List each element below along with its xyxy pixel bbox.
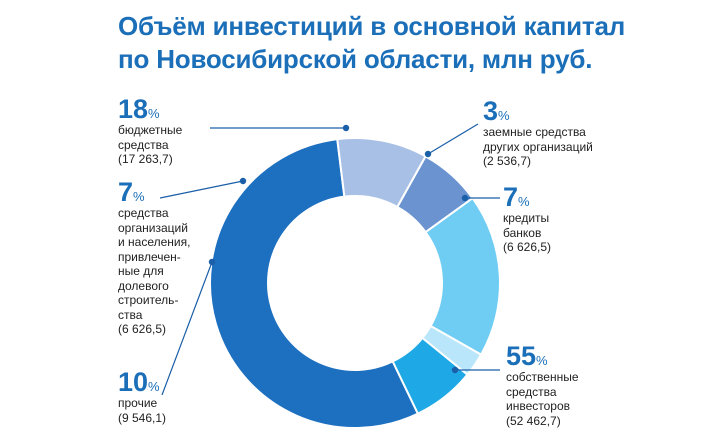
value-borrowed: (2 536,7) bbox=[483, 154, 532, 168]
value-budget: (17 263,7) bbox=[118, 152, 173, 166]
value-other: (9 546,1) bbox=[118, 410, 167, 425]
chart-title-line-2: по Новосибирской области, млн руб. bbox=[118, 44, 593, 74]
percent-budget: 18 bbox=[118, 94, 149, 124]
value-own: (52 462,7) bbox=[506, 413, 561, 428]
percent-bank: 7 bbox=[503, 182, 519, 212]
percent-sign-own: % bbox=[536, 353, 548, 368]
chart-title-line-1: Объём инвестиций в основной капитал bbox=[118, 11, 626, 41]
label-equity-text: средства организаций и населения, привле… bbox=[118, 206, 191, 322]
leader-line-other bbox=[161, 261, 213, 396]
percent-equity: 7 bbox=[118, 177, 134, 207]
label-budget: 18% бюджетные средства (17 263,7) bbox=[118, 95, 182, 167]
percent-borrowed: 3 bbox=[483, 96, 499, 126]
label-budget-text: бюджетные средства bbox=[118, 123, 183, 152]
leader-dot-budget bbox=[342, 124, 350, 132]
percent-sign-budget: % bbox=[148, 106, 160, 121]
leader-dot-own bbox=[451, 366, 459, 374]
percent-sign-bank: % bbox=[518, 194, 530, 209]
percent-sign-equity: % bbox=[133, 189, 145, 204]
leader-dot-equity bbox=[239, 177, 247, 185]
label-other: 10% прочие (9 546,1) bbox=[118, 368, 166, 425]
value-bank: (6 626,5) bbox=[503, 240, 552, 254]
leader-dot-other bbox=[208, 258, 216, 266]
value-equity: (6 626,5) bbox=[118, 322, 167, 336]
label-borrowed: 3% заемные средства других организаций (… bbox=[483, 97, 593, 169]
label-own: 55% собственные средства инвесторов (52 … bbox=[506, 342, 579, 428]
leader-dot-bank bbox=[461, 194, 469, 202]
percent-sign-borrowed: % bbox=[498, 108, 510, 123]
label-bank: 7% кредиты банков (6 626,5) bbox=[503, 183, 551, 255]
percent-sign-other: % bbox=[148, 379, 160, 394]
label-own-text: собственные средства инвесторов bbox=[506, 370, 579, 413]
leader-line-borrowed bbox=[427, 123, 479, 155]
label-equity: 7% средства организаций и населения, при… bbox=[118, 178, 190, 337]
percent-own: 55 bbox=[506, 341, 537, 371]
slice-bank bbox=[391, 336, 469, 415]
slice-own bbox=[209, 137, 420, 429]
label-bank-text: кредиты банков bbox=[503, 211, 550, 240]
leader-dot-borrowed bbox=[424, 150, 432, 158]
label-borrowed-text: заемные средства других организаций bbox=[483, 125, 593, 154]
percent-other: 10 bbox=[118, 367, 149, 397]
leader-line-equity bbox=[159, 180, 244, 199]
label-other-text: прочие bbox=[118, 396, 158, 410]
chart-title: Объём инвестиций в основной капитал по Н… bbox=[118, 10, 698, 76]
